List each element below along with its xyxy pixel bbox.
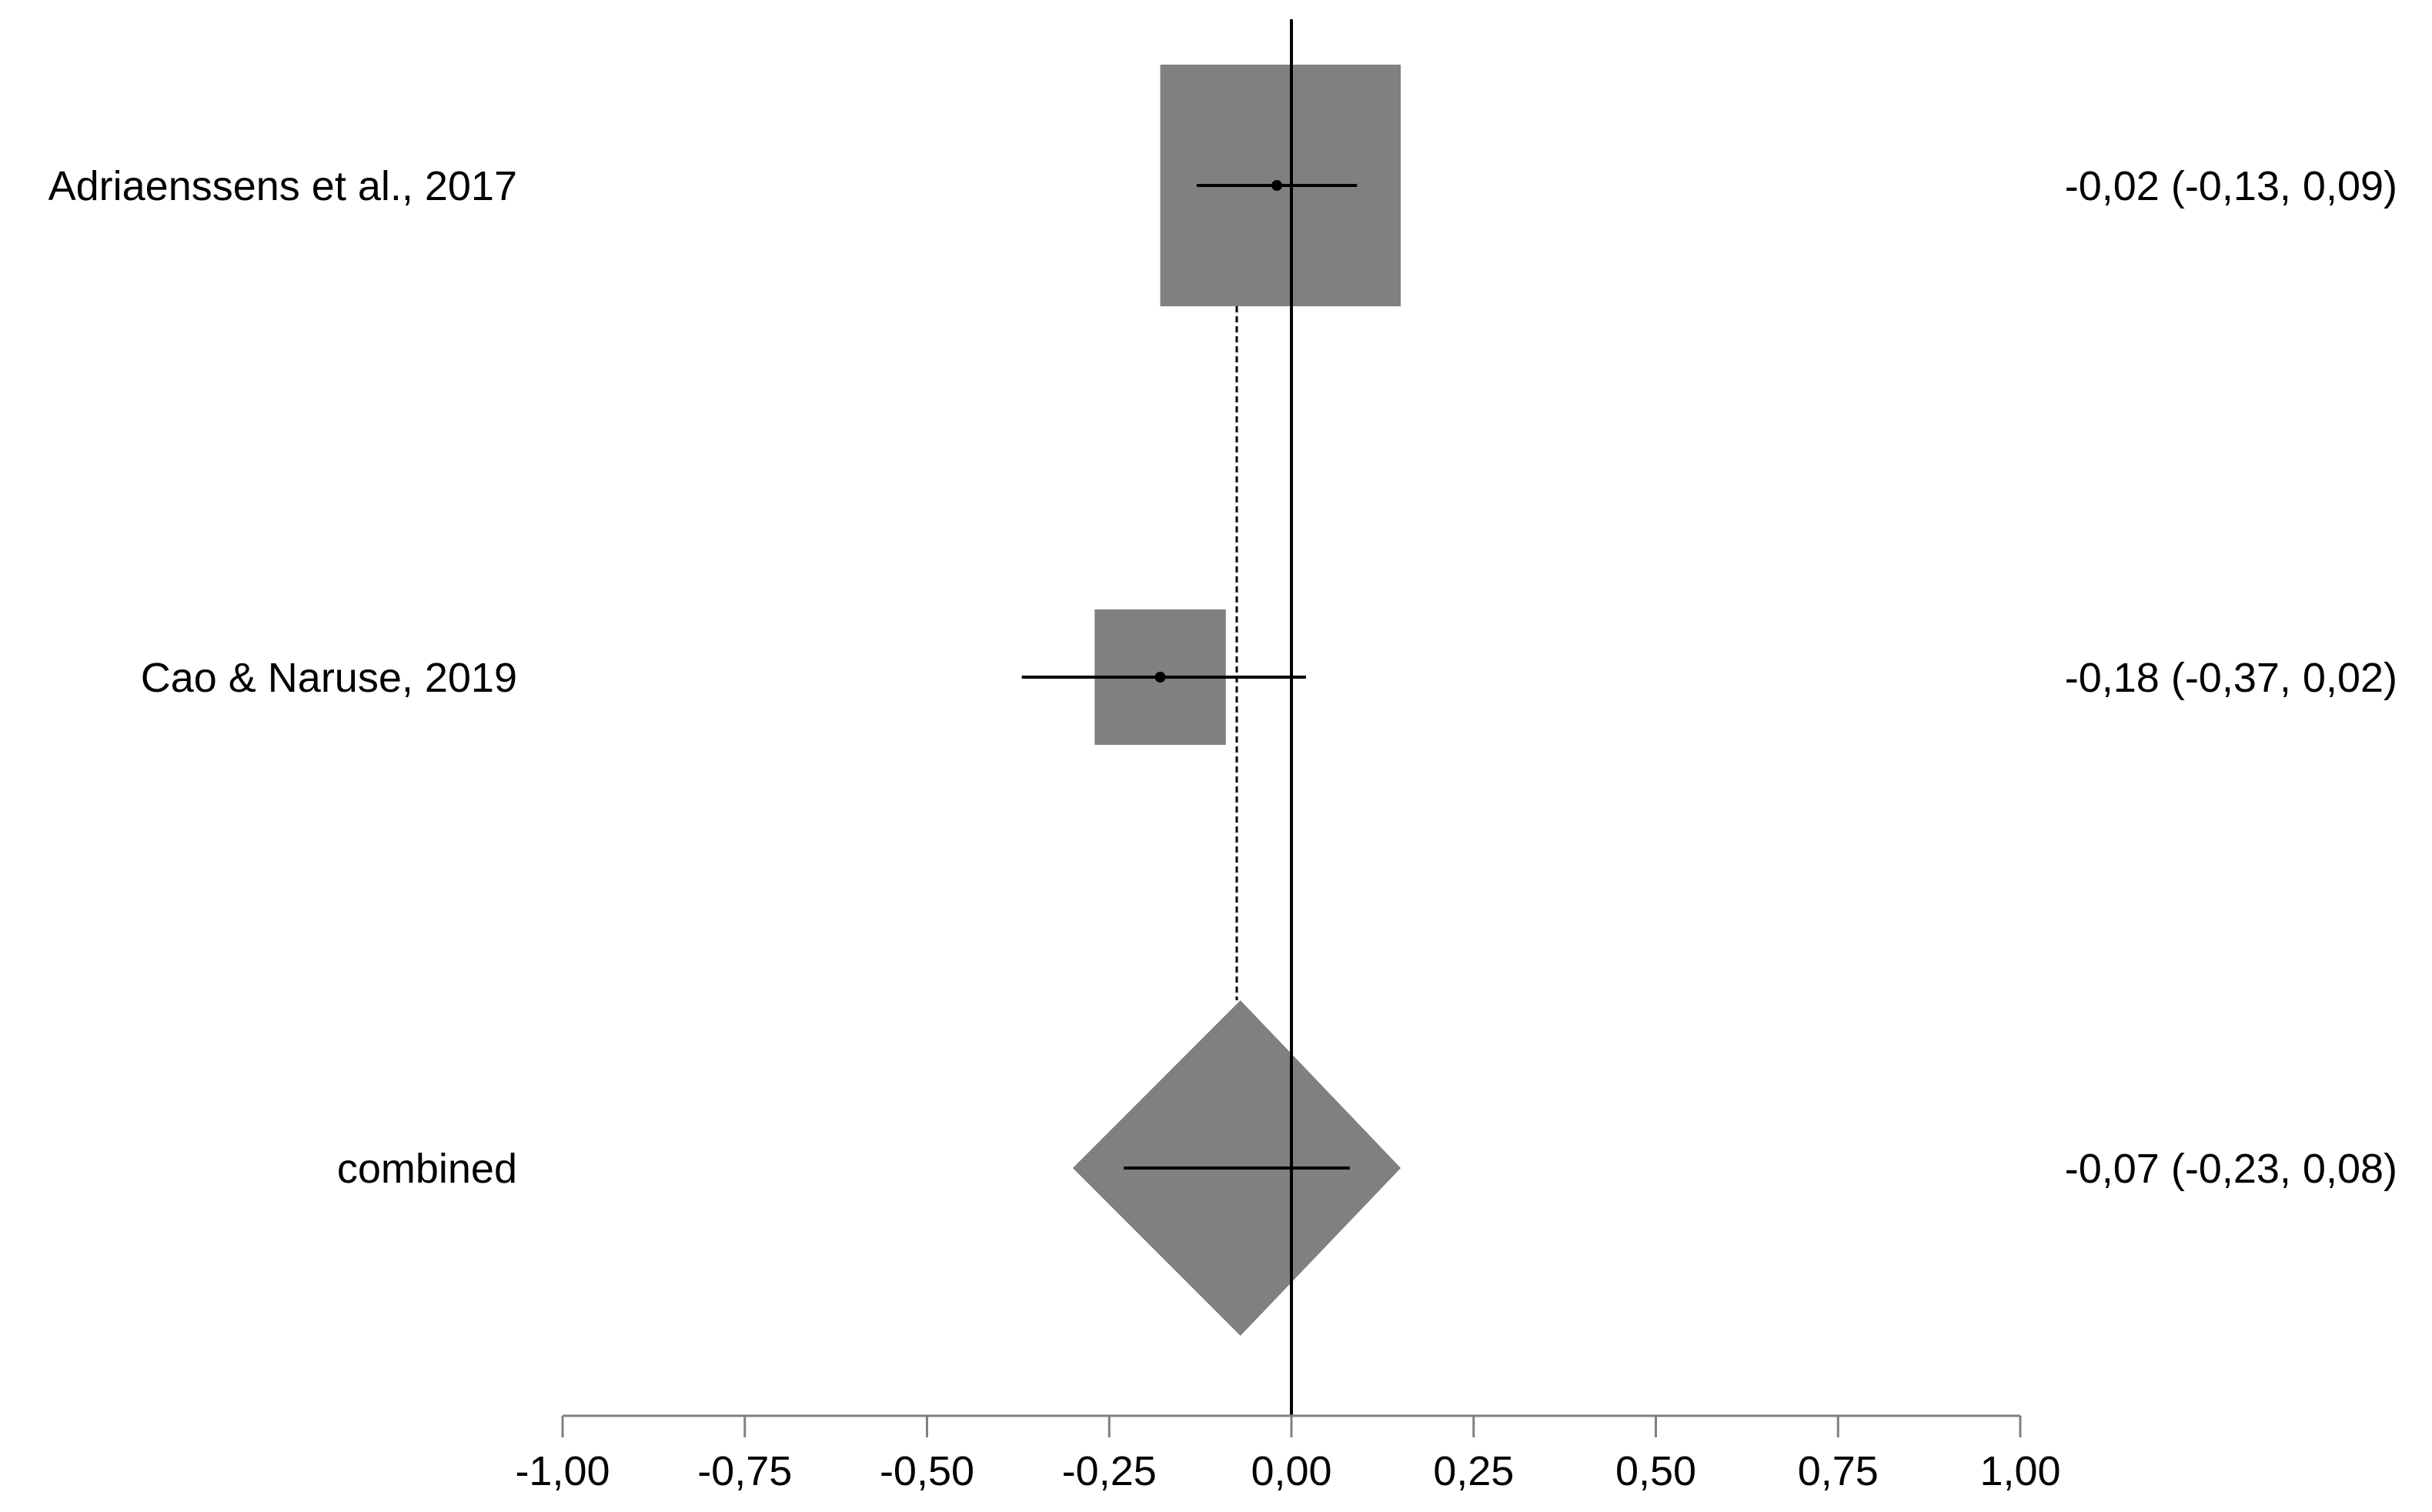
study-name-label: Cao & Naruse, 2019 (141, 655, 517, 701)
x-tick-label: -0,25 (1062, 1448, 1157, 1494)
combined-label: combined (337, 1146, 517, 1192)
study-name-label: Adriaenssens et al., 2017 (48, 163, 517, 209)
x-tick-label: 0,50 (1615, 1448, 1696, 1494)
study-effect-label: -0,02 (-0,13, 0,09) (2065, 163, 2397, 209)
x-tick-label: -1,00 (515, 1448, 610, 1494)
x-tick-label: 0,25 (1433, 1448, 1514, 1494)
x-tick-label: 1,00 (1979, 1448, 2060, 1494)
x-tick-label: -0,75 (697, 1448, 792, 1494)
x-tick-label: 0,00 (1251, 1448, 1331, 1494)
x-tick-label: 0,75 (1798, 1448, 1879, 1494)
combined-effect-label: -0,07 (-0,23, 0,08) (2065, 1146, 2397, 1192)
study-point-estimate (1154, 672, 1166, 683)
study-effect-label: -0,18 (-0,37, 0,02) (2065, 655, 2397, 701)
study-point-estimate (1271, 180, 1283, 191)
x-tick-label: -0,50 (880, 1448, 974, 1494)
